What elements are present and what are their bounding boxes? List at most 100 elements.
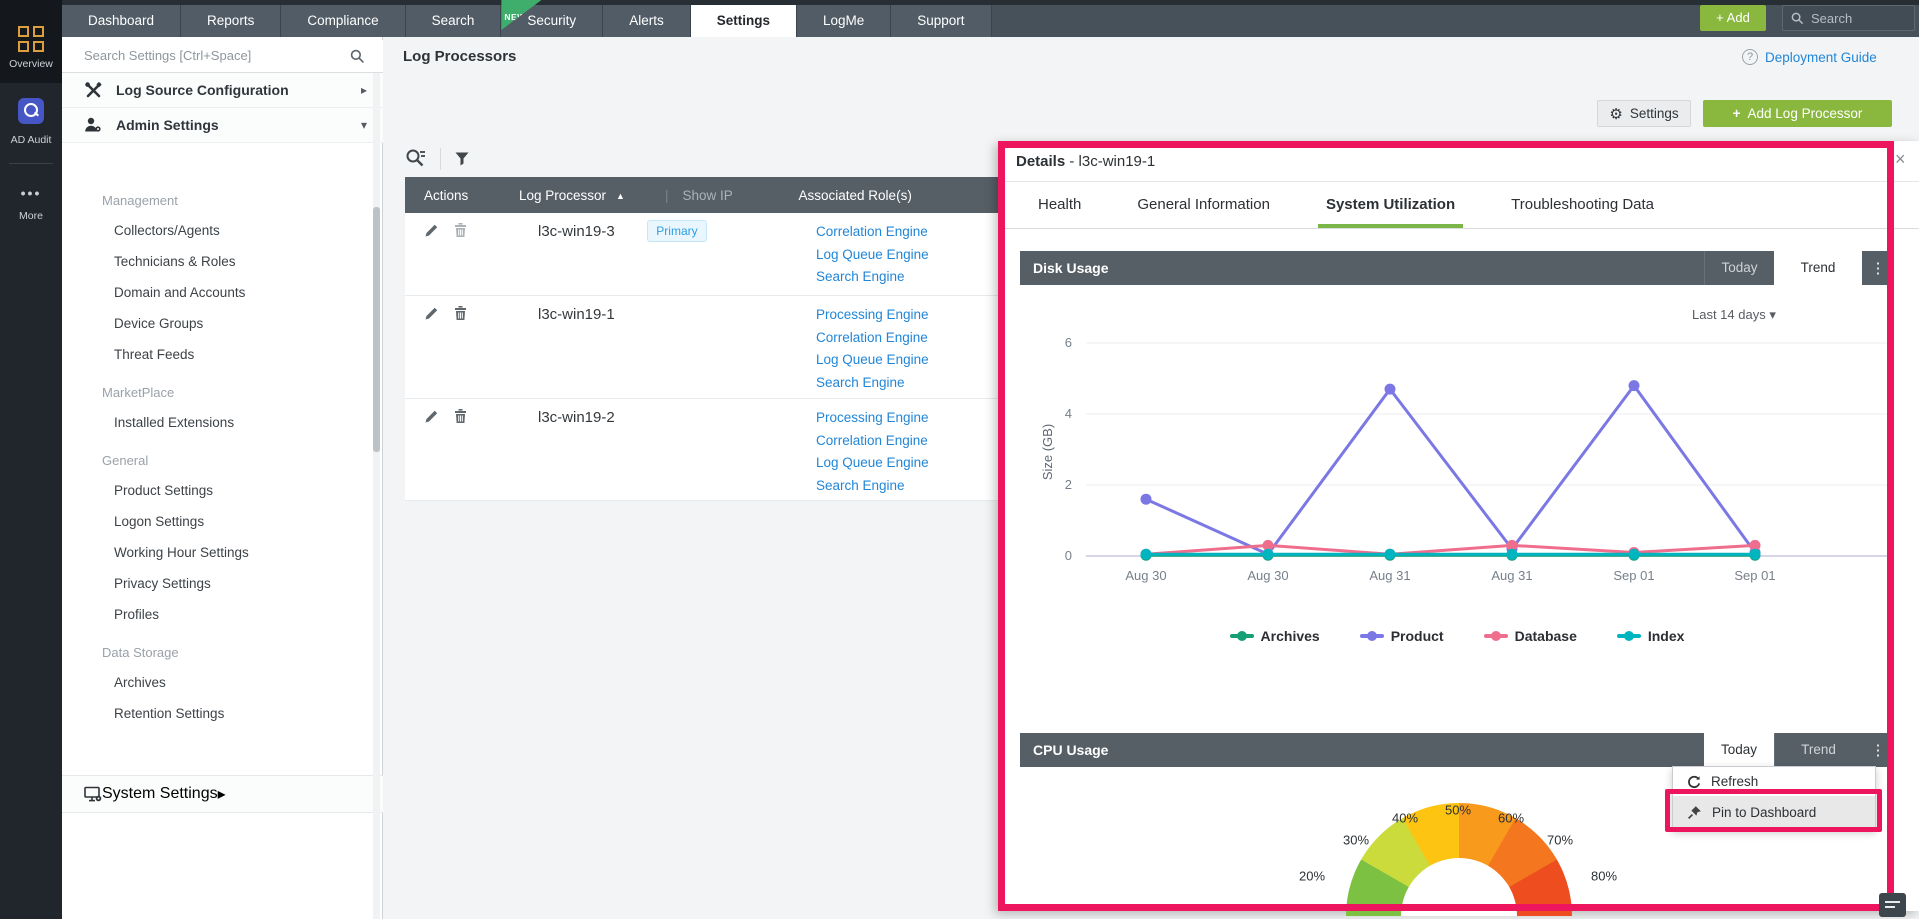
rail-item-overview[interactable]: Overview (0, 26, 62, 70)
cpu-today-button[interactable]: Today (1704, 733, 1774, 767)
role-link[interactable]: Processing Engine (816, 307, 929, 322)
data-point-database[interactable] (1262, 539, 1274, 551)
nav-tab-search[interactable]: Search (405, 5, 502, 37)
chevron-right-icon: ▸ (217, 786, 226, 803)
data-point-product[interactable] (1384, 383, 1396, 395)
edit-icon[interactable] (424, 305, 440, 321)
sidebar-item-device-groups[interactable]: Device Groups (114, 316, 204, 331)
sidebar-item-working-hour-settings[interactable]: Working Hour Settings (114, 545, 249, 560)
disk-today-button[interactable]: Today (1704, 251, 1774, 285)
legend-item-product[interactable]: Product (1359, 628, 1444, 644)
sidebar-item-threat-feeds[interactable]: Threat Feeds (114, 347, 195, 362)
data-point-database[interactable] (1749, 539, 1761, 551)
cpu-trend-button[interactable]: Trend (1774, 733, 1862, 767)
sidebar-item-product-settings[interactable]: Product Settings (114, 483, 214, 498)
add-button[interactable]: + Add (1700, 5, 1766, 31)
disk-kebab-menu-icon[interactable]: ⋮ (1870, 260, 1886, 277)
nav-tab-alerts[interactable]: Alerts (603, 5, 691, 37)
new-badge: NEW (501, 0, 542, 30)
role-link[interactable]: Log Queue Engine (816, 246, 929, 262)
deployment-guide-link[interactable]: Deployment Guide (1765, 49, 1877, 65)
advanced-search-icon[interactable] (405, 148, 427, 170)
filter-icon[interactable] (454, 151, 470, 167)
role-link[interactable]: Log Queue Engine (816, 352, 929, 367)
nav-tab-compliance[interactable]: Compliance (281, 5, 406, 37)
nav-tab-reports[interactable]: Reports (181, 5, 282, 37)
help-icon[interactable]: ? (1742, 49, 1758, 65)
edit-icon[interactable] (424, 222, 440, 238)
details-panel-header: Details - l3c-win19-1 × (998, 141, 1919, 182)
legend-item-index[interactable]: Index (1616, 628, 1684, 644)
nav-tab-settings[interactable]: Settings (690, 5, 797, 37)
sidebar-item-log-source-configuration[interactable]: Log Source Configuration ▸ (62, 73, 383, 108)
nav-tab-support[interactable]: Support (891, 5, 992, 37)
sidebar-scrollbar-thumb[interactable] (373, 207, 380, 452)
sidebar-search-input[interactable] (62, 40, 332, 71)
role-link[interactable]: Search Engine (816, 269, 905, 284)
cpu-usage-title: CPU Usage (1033, 742, 1109, 758)
role-link[interactable]: Processing Engine (816, 410, 929, 425)
search-icon[interactable] (350, 49, 365, 64)
role-link[interactable]: Correlation Engine (816, 432, 928, 448)
data-point-index[interactable] (1140, 548, 1152, 560)
details-tab-general-information[interactable]: General Information (1137, 196, 1270, 213)
role-link[interactable]: Correlation Engine (816, 224, 928, 239)
legend-item-archives[interactable]: Archives (1229, 628, 1320, 644)
legend-item-database[interactable]: Database (1483, 628, 1577, 644)
cpu-gauge (1346, 803, 1572, 916)
sidebar-item-installed-extensions[interactable]: Installed Extensions (114, 415, 235, 430)
role-link[interactable]: Correlation Engine (816, 329, 928, 345)
sidebar-item-domain-and-accounts[interactable]: Domain and Accounts (114, 285, 246, 300)
rail-item-ad-audit[interactable]: AD Audit (0, 98, 62, 146)
data-point-index[interactable] (1506, 548, 1518, 560)
cpu-kebab-menu-icon[interactable]: ⋮ (1870, 742, 1886, 759)
nav-tab-dashboard[interactable]: Dashboard (62, 5, 182, 37)
role-link[interactable]: Search Engine (816, 374, 905, 390)
menu-item-refresh[interactable]: Refresh (1673, 767, 1875, 796)
data-point-index[interactable] (1384, 548, 1396, 560)
menu-item-pin-to-dashboard[interactable]: Pin to Dashboard (1673, 796, 1875, 829)
disk-trend-button[interactable]: Trend (1774, 251, 1862, 285)
feedback-icon[interactable] (1879, 893, 1906, 917)
toolbar-divider (440, 148, 441, 170)
data-point-database[interactable] (1506, 539, 1518, 551)
column-header-log-processor[interactable]: Log Processor ▲ (519, 187, 625, 203)
role-link[interactable]: Search Engine (816, 477, 905, 493)
delete-icon[interactable] (453, 305, 468, 321)
role-link[interactable]: Log Queue Engine (816, 455, 929, 470)
y-axis-label: Size (GB) (1040, 424, 1055, 480)
sidebar-item-archives[interactable]: Archives (114, 675, 166, 690)
sidebar-item-collectors-agents[interactable]: Collectors/Agents (114, 223, 220, 238)
data-point-index[interactable] (1628, 548, 1640, 560)
data-point-index[interactable] (1262, 548, 1274, 560)
column-header-show-ip[interactable]: Show IP (682, 187, 733, 203)
rail-item-more[interactable]: ••• More (0, 185, 62, 222)
add-log-processor-button[interactable]: + Add Log Processor (1703, 100, 1892, 127)
sidebar-item-admin-settings[interactable]: Admin Settings ▾ (62, 108, 383, 143)
sidebar-item-technicians-roles[interactable]: Technicians & Roles (114, 254, 236, 269)
time-range-dropdown[interactable]: Last 14 days ▾ (1692, 307, 1776, 322)
details-tab-health[interactable]: Health (1038, 196, 1082, 213)
nav-tab-security[interactable]: Security NEW (501, 0, 604, 37)
sidebar-item-privacy-settings[interactable]: Privacy Settings (114, 576, 211, 591)
delete-icon[interactable] (453, 408, 468, 424)
nav-tab-logme[interactable]: LogMe (796, 5, 892, 37)
close-icon[interactable]: × (1895, 149, 1906, 169)
global-search-input[interactable]: Search (1782, 5, 1915, 31)
disk-usage-card-header: Disk Usage Today Trend ⋮ (1020, 251, 1894, 285)
data-point-product[interactable] (1628, 380, 1640, 392)
data-point-product[interactable] (1140, 493, 1152, 505)
details-tab-system-utilization[interactable]: System Utilization (1317, 182, 1464, 228)
delete-icon[interactable] (453, 222, 468, 238)
deployment-guide: ? Deployment Guide (1742, 49, 1877, 65)
sidebar-item-system-settings[interactable]: System Settings ▸ (62, 775, 383, 813)
sidebar-item-retention-settings[interactable]: Retention Settings (114, 706, 225, 721)
sidebar-item-logon-settings[interactable]: Logon Settings (114, 514, 205, 529)
settings-button[interactable]: ⚙ Settings (1597, 100, 1691, 127)
data-point-index[interactable] (1749, 548, 1761, 560)
system-settings-icon (84, 786, 102, 802)
details-tab-troubleshooting-data[interactable]: Troubleshooting Data (1511, 196, 1655, 213)
edit-icon[interactable] (424, 408, 440, 424)
sidebar-item-profiles[interactable]: Profiles (114, 607, 160, 622)
log-processors-table: Actions Log Processor ▲ | Show IP Associa… (405, 177, 1105, 501)
